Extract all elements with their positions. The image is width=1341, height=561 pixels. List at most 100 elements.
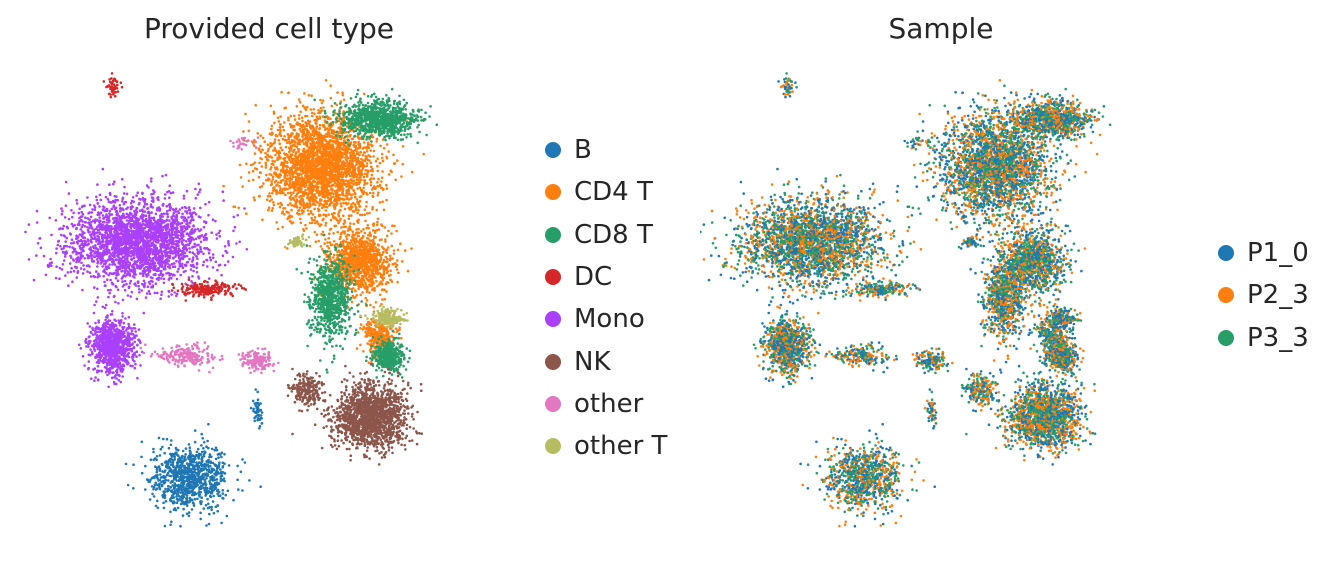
cell-type-point bbox=[202, 293, 205, 297]
cell-type-point bbox=[152, 273, 156, 277]
cell-type-point bbox=[172, 496, 176, 499]
cell-type-point bbox=[137, 252, 140, 255]
cell-type-point bbox=[158, 487, 162, 491]
cell-type-point bbox=[173, 251, 177, 255]
cell-type-point bbox=[199, 511, 202, 515]
cell-type-point bbox=[185, 496, 189, 500]
cell-type-point bbox=[113, 323, 117, 327]
cell-type-point bbox=[132, 249, 136, 253]
cell-type-point bbox=[194, 290, 198, 293]
cell-type-point bbox=[156, 483, 159, 487]
cell-type-point bbox=[202, 260, 206, 264]
cell-type-point bbox=[201, 437, 205, 440]
cell-type-point bbox=[161, 445, 164, 449]
cell-type-point bbox=[214, 260, 218, 264]
cell-type-point bbox=[183, 216, 187, 219]
cell-type-point bbox=[215, 448, 219, 452]
cell-type-point bbox=[201, 286, 205, 290]
cell-type-point bbox=[192, 353, 196, 356]
cell-type-point bbox=[110, 77, 113, 80]
cell-type-point bbox=[214, 446, 218, 450]
cell-type-point bbox=[162, 506, 166, 510]
cell-type-point bbox=[90, 257, 93, 260]
cell-type-point bbox=[195, 471, 199, 475]
cell-type-point bbox=[113, 248, 116, 252]
cell-type-point bbox=[62, 234, 66, 237]
cell-type-point bbox=[191, 475, 194, 478]
cell-type-point bbox=[90, 241, 93, 244]
cell-type-point bbox=[174, 474, 178, 478]
cell-type-point bbox=[152, 450, 155, 454]
cell-type-point bbox=[42, 254, 46, 258]
cell-type-point bbox=[197, 182, 201, 186]
cell-type-point bbox=[181, 290, 184, 294]
cell-type-point bbox=[110, 232, 113, 236]
cell-type-point bbox=[58, 277, 61, 281]
cell-type-point bbox=[75, 240, 79, 244]
cell-type-point bbox=[207, 288, 210, 292]
cell-type-point bbox=[175, 461, 179, 465]
cell-type-point bbox=[88, 230, 91, 234]
cell-type-point bbox=[162, 246, 166, 249]
cell-type-point bbox=[124, 260, 128, 264]
cell-type-point bbox=[35, 254, 38, 257]
cell-type-point bbox=[71, 246, 74, 249]
cell-type-point bbox=[65, 236, 69, 240]
cell-type-point bbox=[117, 302, 120, 305]
cell-type-point bbox=[187, 443, 191, 446]
cell-type-point bbox=[216, 472, 219, 475]
cell-type-point bbox=[107, 227, 111, 230]
cell-type-point bbox=[149, 262, 152, 265]
cell-type-point bbox=[190, 360, 194, 364]
cell-type-point bbox=[121, 255, 125, 259]
cell-type-point bbox=[125, 327, 129, 330]
cell-type-point bbox=[179, 253, 183, 257]
cell-type-point bbox=[111, 93, 115, 96]
cell-type-point bbox=[220, 474, 224, 478]
cell-type-point bbox=[122, 259, 125, 263]
cell-type-point bbox=[223, 263, 227, 267]
cell-type-point bbox=[135, 210, 139, 214]
cell-type-point bbox=[221, 465, 225, 468]
cell-type-point bbox=[171, 252, 175, 255]
cell-type-point bbox=[200, 361, 204, 365]
cell-type-point bbox=[133, 366, 137, 370]
cell-type-point bbox=[132, 463, 135, 467]
cell-type-point bbox=[182, 255, 186, 258]
cell-type-point bbox=[110, 201, 113, 204]
cell-type-point bbox=[203, 482, 206, 486]
cell-type-point bbox=[135, 350, 139, 354]
cell-type-point bbox=[132, 256, 136, 260]
cell-type-point bbox=[105, 213, 108, 216]
cell-type-point bbox=[145, 247, 149, 251]
cell-type-point bbox=[105, 85, 108, 89]
cell-type-point bbox=[138, 272, 142, 275]
cell-type-point bbox=[177, 251, 180, 254]
cell-type-point bbox=[73, 265, 77, 269]
cell-type-point bbox=[89, 233, 92, 237]
cell-type-point bbox=[110, 90, 114, 93]
cell-type-point bbox=[130, 217, 133, 220]
cell-type-point bbox=[108, 254, 111, 258]
cell-type-point bbox=[184, 476, 188, 479]
cell-type-point bbox=[87, 343, 90, 346]
cell-type-point bbox=[209, 460, 213, 464]
cell-type-point bbox=[78, 244, 81, 248]
cell-type-point bbox=[180, 456, 184, 460]
cell-type-point bbox=[188, 241, 192, 245]
cell-type-point bbox=[108, 225, 112, 228]
cell-type-point bbox=[260, 368, 264, 371]
cell-type-point bbox=[93, 379, 96, 383]
cell-type-point bbox=[263, 352, 266, 356]
cell-type-point bbox=[157, 255, 161, 259]
cell-type-point bbox=[109, 85, 113, 89]
cell-type-point bbox=[254, 146, 258, 149]
cell-type-point bbox=[171, 480, 174, 484]
cell-type-point bbox=[185, 249, 188, 252]
cell-type-point bbox=[159, 236, 163, 240]
cell-type-point bbox=[144, 255, 147, 259]
cell-type-point bbox=[191, 263, 195, 267]
cell-type-point bbox=[163, 350, 167, 354]
cell-type-point bbox=[97, 211, 100, 214]
cell-type-point bbox=[168, 196, 171, 199]
